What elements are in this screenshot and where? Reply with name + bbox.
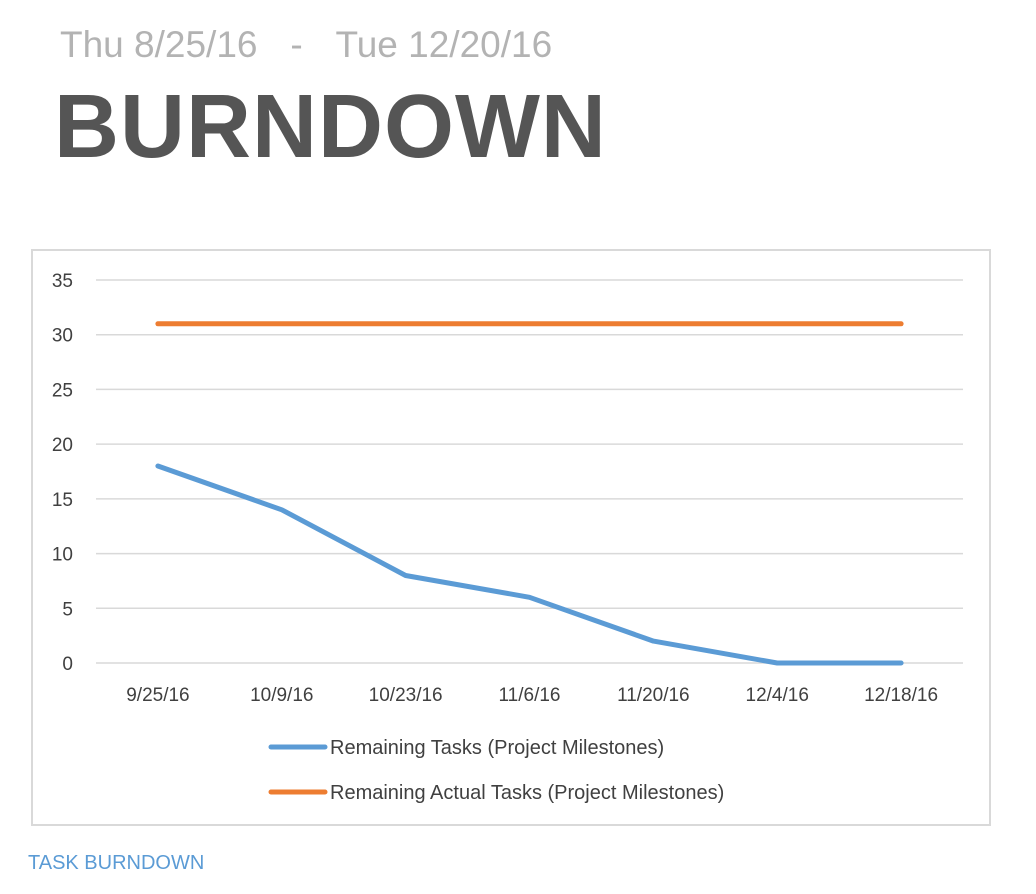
- y-tick-label: 20: [52, 435, 73, 456]
- y-tick-label: 25: [52, 380, 73, 401]
- x-tick-label: 9/25/16: [126, 685, 189, 706]
- chart-legend: Remaining Tasks (Project Milestones) Rema…: [268, 737, 724, 804]
- x-tick-label: 12/18/16: [864, 685, 938, 706]
- y-tick-label: 5: [62, 599, 73, 620]
- y-axis-ticks: 0 5 10 15 20 25 30 35: [52, 271, 73, 675]
- date-separator: -: [290, 24, 303, 65]
- y-tick-label: 0: [62, 654, 73, 675]
- report-title: BURNDOWN: [54, 77, 607, 177]
- y-tick-label: 10: [52, 545, 73, 566]
- footer-caption: TASK BURNDOWN: [28, 852, 205, 874]
- grid-layer: [96, 279, 963, 664]
- x-tick-label: 11/6/16: [499, 685, 561, 706]
- y-tick-label: 35: [52, 271, 73, 292]
- chart-canvas: 0 5 10 15 20 25 30 35 9/25/16 10/9/16 10/23/16 11/…: [52, 271, 963, 804]
- x-tick-label: 10/9/16: [250, 685, 313, 706]
- series-line: [155, 463, 904, 666]
- x-tick-label: 10/23/16: [369, 685, 443, 706]
- start-date: Thu 8/25/16: [60, 24, 258, 65]
- date-range: Thu 8/25/16 - Tue 12/20/16: [60, 22, 552, 68]
- series-layer: [155, 321, 904, 666]
- y-tick-label: 30: [52, 326, 73, 347]
- burndown-chart: 0 5 10 15 20 25 30 35 9/25/16 10/9/16 10/23/16 11/…: [31, 249, 991, 826]
- y-tick-label: 15: [52, 490, 73, 511]
- legend-label: Remaining Actual Tasks (Project Mileston…: [330, 782, 724, 804]
- x-axis-ticks: 9/25/16 10/9/16 10/23/16 11/6/16 11/20/16 12/…: [126, 685, 938, 706]
- legend-label: Remaining Tasks (Project Milestones): [330, 737, 664, 759]
- end-date: Tue 12/20/16: [335, 24, 553, 65]
- x-tick-label: 12/4/16: [746, 685, 809, 706]
- x-tick-label: 11/20/16: [617, 685, 690, 706]
